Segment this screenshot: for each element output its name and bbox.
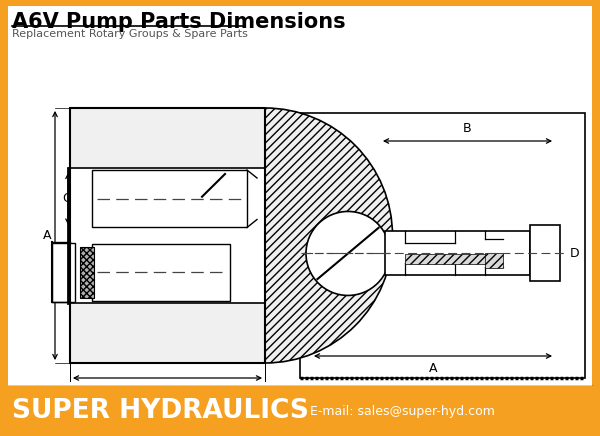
Text: A: A bbox=[43, 229, 51, 242]
Bar bbox=[0, 386, 600, 436]
Text: C: C bbox=[62, 192, 71, 205]
Text: A: A bbox=[429, 362, 437, 375]
Bar bbox=[0, 0, 600, 6]
Text: Replacement Rotary Groups & Spare Parts: Replacement Rotary Groups & Spare Parts bbox=[12, 29, 248, 39]
Bar bbox=[405, 255, 490, 265]
Text: B: B bbox=[463, 122, 472, 135]
Bar bbox=[70, 108, 265, 363]
Bar bbox=[8, 6, 592, 386]
Wedge shape bbox=[265, 108, 392, 363]
Bar bbox=[70, 303, 265, 363]
Bar bbox=[52, 242, 75, 302]
Bar bbox=[69, 168, 266, 303]
Text: B: B bbox=[163, 388, 172, 401]
Text: SUPER HYDRAULICS: SUPER HYDRAULICS bbox=[12, 398, 309, 424]
Text: D: D bbox=[570, 247, 580, 260]
Bar bbox=[70, 108, 265, 168]
Text: A6V Pump Parts Dimensions: A6V Pump Parts Dimensions bbox=[12, 12, 346, 32]
Text: E-mail: sales@super-hyd.com: E-mail: sales@super-hyd.com bbox=[310, 405, 495, 418]
Bar bbox=[70, 108, 265, 363]
Bar bbox=[0, 0, 8, 386]
Bar bbox=[592, 0, 600, 386]
Bar bbox=[300, 113, 585, 378]
Text: D: D bbox=[59, 266, 69, 279]
Bar bbox=[485, 253, 503, 269]
Bar bbox=[530, 225, 560, 282]
Circle shape bbox=[306, 211, 390, 296]
Bar bbox=[385, 232, 530, 276]
Bar bbox=[80, 246, 94, 298]
Bar bbox=[92, 243, 230, 301]
Bar bbox=[92, 170, 247, 228]
Text: C: C bbox=[287, 230, 296, 243]
